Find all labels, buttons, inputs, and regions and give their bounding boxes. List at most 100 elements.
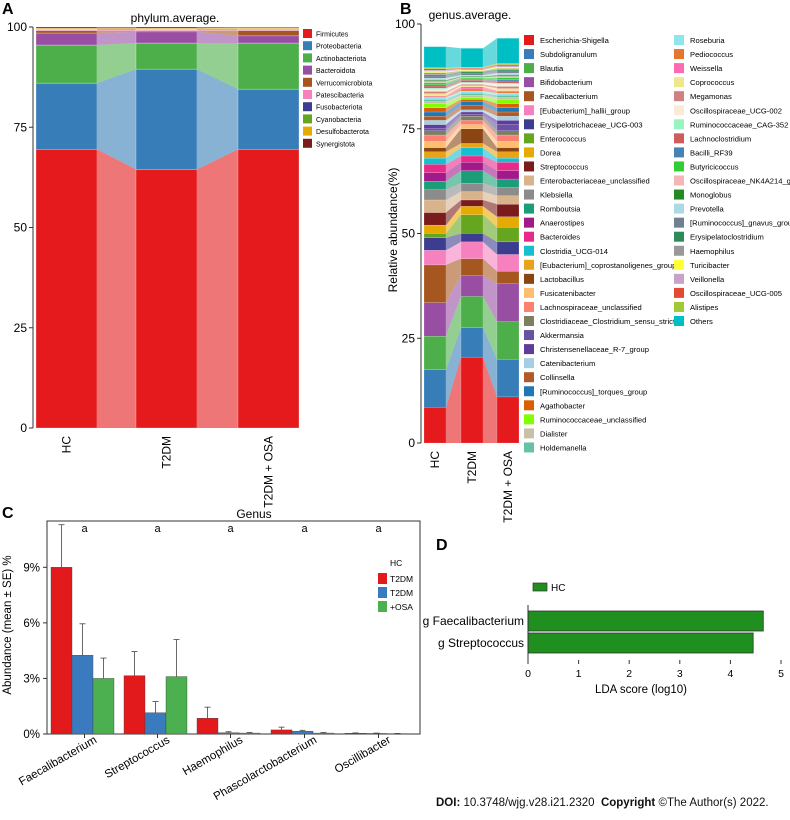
b-bar-lactobacillus-t2dm [461,129,483,144]
c-significance-phascolarctobacterium: a [301,523,308,535]
b-legend-label-akkermansia: Akkermansia [540,331,585,340]
b-legend-swatch-lachnospiraceae-unclassified [524,302,534,312]
a-legend-label-verrucomicrobiota: Verrucomicrobiota [316,80,373,87]
b-band-others-1 [483,38,497,67]
a-band-firmicutes-1 [197,149,238,428]
b-bar-romboutsia-t2dm-osa [497,179,519,187]
b-legend-label-holdemanella: Holdemanella [540,443,587,452]
c-bar-hc-phascolarctobacterium [271,730,292,734]
panel-c-title: Genus [236,507,271,521]
a-ytick-label: 50 [14,221,28,235]
b-legend-swatch-turicibacter [674,260,684,270]
b-legend-swatch-veillonella [674,274,684,284]
b-bar-collinsella-t2dm-osa [497,112,519,116]
b-bar-subdoligranulum-hc [424,370,446,408]
b-legend-label-enterobacteriaceae-unclassified: Enterobacteriaceae_unclassified [540,177,650,186]
b-bar-roseburia-t2dm-osa [497,93,519,95]
b-bar-clostridiaceae-clostridium-sensu-stricto-hc [424,131,446,135]
b-bar-romboutsia-hc [424,181,446,189]
b-bar-megamonas-t2dm [461,84,483,85]
b-legend-label-monoglobus: Monoglobus [690,191,732,200]
panel-a-title: phylum.average. [131,11,220,25]
b-legend-label-lachnospiraceae-unclassified: Lachnospiraceae_unclassified [540,303,642,312]
b-bar-lachnospiraceae-unclassified-t2dm [461,120,483,124]
b-legend-label-ruminococcus-gnavus-group: [Ruminococcus]_gnavus_group [690,219,790,228]
b-legend-swatch-escherichia-shigella [524,35,534,45]
b-bar-enterococcus-t2dm-osa [497,227,519,242]
a-bar-synergistota-hc [36,27,97,28]
d-xtick-label: 0 [525,668,531,680]
b-legend-label-romboutsia: Romboutsia [540,205,581,214]
b-bar-alistipes-t2dm-osa [497,63,519,64]
b-bar-oscillospiraceae-ucg-005-t2dm-osa [497,65,519,66]
b-legend-label-blautia: Blautia [540,64,564,73]
b-bar-veillonella-t2dm-osa [497,66,519,67]
b-bar-enterococcus-t2dm [461,215,483,234]
b-bar-ruminococcus-gnavus-group-hc [424,76,446,78]
c-legend-swatch-2 [378,601,387,612]
b-bar-subdoligranulum-t2dm [461,328,483,357]
b-legend-swatch-lactobacillus [524,274,534,284]
a-legend-label-actinobacteriota: Actinobacteriota [316,56,366,63]
b-bar-coprococcus-hc [424,94,446,96]
b-bar-clostridia-ucg-014-hc [424,158,446,164]
b-legend-label-erysipelotrichaceae-ucg-003: Erysipelotrichaceae_UCG-003 [540,120,643,129]
b-ytick-label: 25 [402,331,416,345]
b-legend-swatch-lachnoclostridium [674,133,684,143]
b-bar-streptococcus-hc [424,213,446,226]
b-legend-label-ruminococcus-torques-group: [Ruminococcus]_torques_group [540,387,647,396]
a-band-firmicutes-0 [97,149,136,428]
b-bar-lachnospiraceae-unclassified-hc [424,135,446,141]
b-legend-label-bacteroides: Bacteroides [540,233,580,242]
b-bar-veillonella-hc [424,70,446,71]
b-bar-clostridiaceae-clostridium-sensu-stricto-t2dm-osa [497,131,519,135]
c-bar-t2dm-phascolarctobacterium [292,731,313,734]
a-band-desulfobacterota-0 [97,28,136,29]
a-bar-actinobacteriota-t2dm [136,43,197,69]
a-legend-swatch-cyanobacteria [303,114,312,123]
b-legend-label-prevotella: Prevotella [690,205,725,214]
b-bar-catenibacterium-t2dm [461,110,483,112]
b-bar-eubacterium-coprostanoligenes-group-t2dm [461,143,483,147]
b-bar-dialister-t2dm-osa [497,97,519,99]
b-bar-catenibacterium-hc [424,120,446,124]
b-bar-fusicatenibacter-t2dm [461,125,483,129]
b-legend-swatch-bacteroides [524,232,534,242]
b-legend-swatch-collinsella [524,372,534,382]
b-ytick-label: 0 [408,436,415,450]
b-legend-swatch-coprococcus [674,77,684,87]
b-bar-megamonas-t2dm-osa [497,86,519,88]
c-bar-t2dm-osa-streptococcus [166,677,187,734]
b-legend-swatch-monoglobus [674,190,684,200]
c-ytick-label: 0% [23,729,40,741]
b-legend-swatch-dorea [524,147,534,157]
b-bar-collinsella-hc [424,116,446,120]
b-bar-bacteroides-t2dm-osa [497,162,519,170]
b-legend-swatch-enterobacteriaceae-unclassified [524,176,534,186]
b-legend-label-enterococcus: Enterococcus [540,134,586,143]
b-bar-dorea-t2dm [461,206,483,214]
b-legend-label-pediococcus: Pediococcus [690,50,733,59]
c-bar-hc-oscillibacter [345,733,366,734]
c-xtick-label-faecalibacterium: Faecalibacterium [17,734,99,788]
b-bar-monoglobus-hc [424,80,446,81]
b-legend-label-subdoligranulum: Subdoligranulum [540,50,597,59]
b-bar-bifidobacterium-hc [424,303,446,337]
a-legend-label-fusobacteriota: Fusobacteriota [316,105,362,112]
c-xtick-label-streptococcus: Streptococcus [103,734,172,781]
b-legend-label-veillonella: Veillonella [690,275,725,284]
b-bar-akkermansia-t2dm-osa [497,125,519,131]
b-bar-erysipelotrichaceae-ucg-003-hc [424,238,446,251]
b-bar-eubacterium-hallii-group-hc [424,250,446,265]
b-bar-turicibacter-hc [424,71,446,72]
b-bar-bacilli-rf39-hc [424,85,446,86]
c-bar-t2dm-osa-faecalibacterium [93,678,114,734]
b-ytick-label: 100 [395,17,415,31]
b-bar-christensenellaceae-r-7-group-t2dm [461,112,483,114]
c-ytick-label: 9% [23,562,40,574]
c-bar-hc-streptococcus [124,676,145,734]
b-bar-prevotella-hc [424,78,446,80]
a-legend-swatch-patescibacteria [303,90,312,99]
c-bar-t2dm-streptococcus [145,713,166,734]
c-significance-haemophilus: a [227,523,234,535]
